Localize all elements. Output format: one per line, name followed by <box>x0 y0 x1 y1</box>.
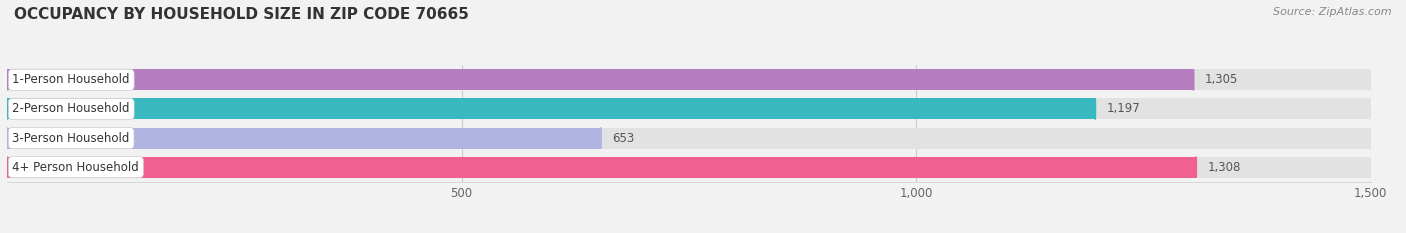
Bar <box>7 99 1371 119</box>
Bar <box>7 157 1371 178</box>
Text: 2-Person Household: 2-Person Household <box>13 103 129 115</box>
Bar <box>7 128 600 149</box>
Text: 4+ Person Household: 4+ Person Household <box>13 161 139 174</box>
Text: 653: 653 <box>612 132 634 144</box>
Text: 1,308: 1,308 <box>1208 161 1240 174</box>
Text: 1-Person Household: 1-Person Household <box>13 73 129 86</box>
Bar <box>7 128 1371 149</box>
Text: 3-Person Household: 3-Person Household <box>13 132 129 144</box>
Bar <box>7 157 1197 178</box>
Bar <box>7 69 1194 90</box>
Text: Source: ZipAtlas.com: Source: ZipAtlas.com <box>1274 7 1392 17</box>
Bar <box>7 99 1095 119</box>
Text: OCCUPANCY BY HOUSEHOLD SIZE IN ZIP CODE 70665: OCCUPANCY BY HOUSEHOLD SIZE IN ZIP CODE … <box>14 7 470 22</box>
Text: 1,197: 1,197 <box>1107 103 1140 115</box>
Text: 1,305: 1,305 <box>1205 73 1237 86</box>
Bar <box>7 69 1371 90</box>
